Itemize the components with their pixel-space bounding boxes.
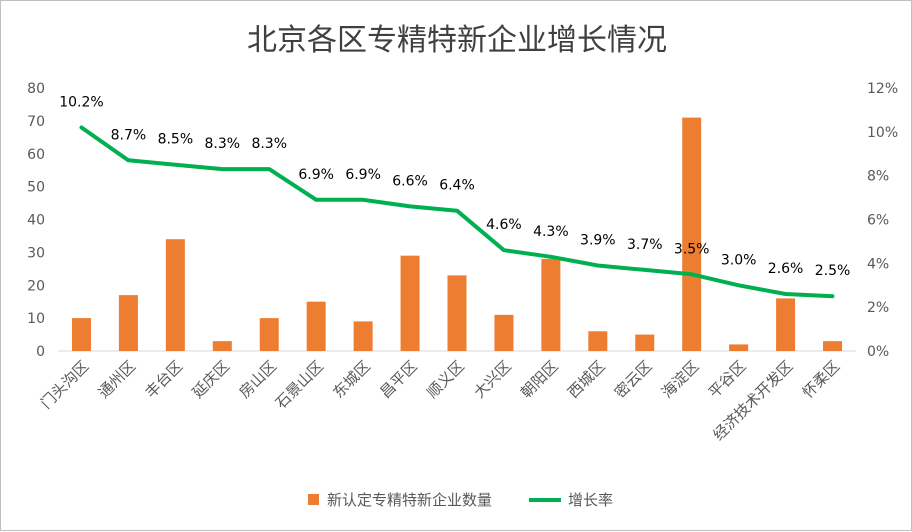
bar: [588, 331, 608, 351]
bar: [212, 341, 232, 351]
line-data-label: 2.5%: [815, 263, 851, 279]
right-axis-tick: 0%: [867, 344, 889, 360]
category-label: 朝阳区: [517, 357, 562, 402]
bar: [259, 318, 279, 351]
left-axis-tick: 30: [27, 245, 45, 261]
line-data-label: 3.7%: [627, 237, 663, 253]
right-axis-tick: 6%: [867, 213, 889, 229]
category-label: 大兴区: [470, 357, 515, 402]
left-axis-tick: 20: [27, 278, 45, 294]
legend: 新认定专精特新企业数量 增长率: [308, 491, 613, 509]
category-label: 房山区: [236, 357, 281, 402]
category-label: 顺义区: [423, 357, 468, 402]
bar: [353, 321, 373, 351]
line-data-label: 6.4%: [439, 178, 475, 194]
bar: [776, 298, 796, 351]
line-data-label: 8.3%: [251, 136, 287, 152]
category-label: 昌平区: [376, 357, 421, 402]
legend-label-bars: 新认定专精特新企业数量: [327, 491, 492, 509]
growth-rate-line: [79, 125, 835, 299]
bar-series: [71, 117, 843, 352]
bar: [729, 344, 749, 351]
bar: [306, 301, 326, 351]
bar: [541, 258, 561, 351]
right-axis-tick: 12%: [867, 81, 898, 97]
right-axis-tick: 4%: [867, 256, 889, 272]
left-axis-tick: 60: [27, 147, 45, 163]
category-label: 密云区: [611, 357, 656, 402]
bar: [400, 255, 420, 351]
category-label: 怀柔区: [799, 357, 844, 402]
legend-swatch-bars: [308, 494, 319, 505]
line-data-label: 3.0%: [721, 252, 757, 268]
right-axis-tick: 2%: [867, 300, 889, 316]
line-data-label: 6.6%: [392, 173, 428, 189]
left-axis-tick: 70: [27, 114, 45, 130]
category-label: 平谷区: [705, 357, 750, 402]
bar: [447, 275, 467, 351]
line-data-label: 3.9%: [580, 233, 616, 249]
line-data-label: 8.3%: [205, 136, 241, 152]
right-axis-tick: 10%: [867, 125, 898, 141]
bar: [823, 341, 843, 351]
line-data-label: 8.5%: [158, 132, 194, 148]
bar: [118, 295, 138, 351]
bar: [165, 239, 185, 351]
category-label: 东城区: [329, 357, 374, 402]
left-axis-tick: 40: [27, 213, 45, 229]
category-label: 门头沟区: [37, 357, 92, 412]
category-label: 通州区: [95, 357, 140, 402]
left-axis-tick: 10: [27, 311, 45, 327]
line-data-label: 6.9%: [298, 167, 334, 183]
line-data-label: 2.6%: [768, 261, 804, 277]
bar: [71, 318, 91, 351]
category-label: 石景山区: [272, 357, 327, 412]
left-axis-tick: 80: [27, 81, 45, 97]
left-axis-tick: 50: [27, 180, 45, 196]
line-data-label: 3.5%: [674, 241, 710, 257]
category-label: 西城区: [564, 357, 609, 402]
line-series: [79, 125, 835, 299]
category-label: 丰台区: [142, 357, 187, 402]
bar: [635, 334, 655, 351]
category-label: 延庆区: [189, 357, 234, 402]
line-data-label: 4.6%: [486, 217, 522, 233]
bar: [682, 117, 702, 352]
bar: [494, 314, 514, 351]
left-axis-tick: 0: [36, 344, 45, 360]
chart-title: 北京各区专精特新企业增长情况: [247, 23, 667, 58]
line-data-label: 6.9%: [345, 167, 381, 183]
left-axis: 0 10 20 30 40 50 60 70 80: [27, 81, 45, 360]
right-axis-tick: 8%: [867, 169, 889, 185]
line-data-labels: 10.2% 8.7% 8.5% 8.3% 8.3% 6.9% 6.9% 6.6% 6.4% 4.6…: [59, 94, 850, 279]
line-data-label: 8.7%: [111, 127, 147, 143]
category-label: 海淀区: [658, 357, 703, 402]
right-axis: 0% 2% 4% 6% 8% 10% 12%: [867, 81, 898, 360]
line-data-label: 4.3%: [533, 224, 569, 240]
line-data-label: 10.2%: [59, 94, 103, 110]
legend-label-line: 增长率: [568, 491, 613, 509]
